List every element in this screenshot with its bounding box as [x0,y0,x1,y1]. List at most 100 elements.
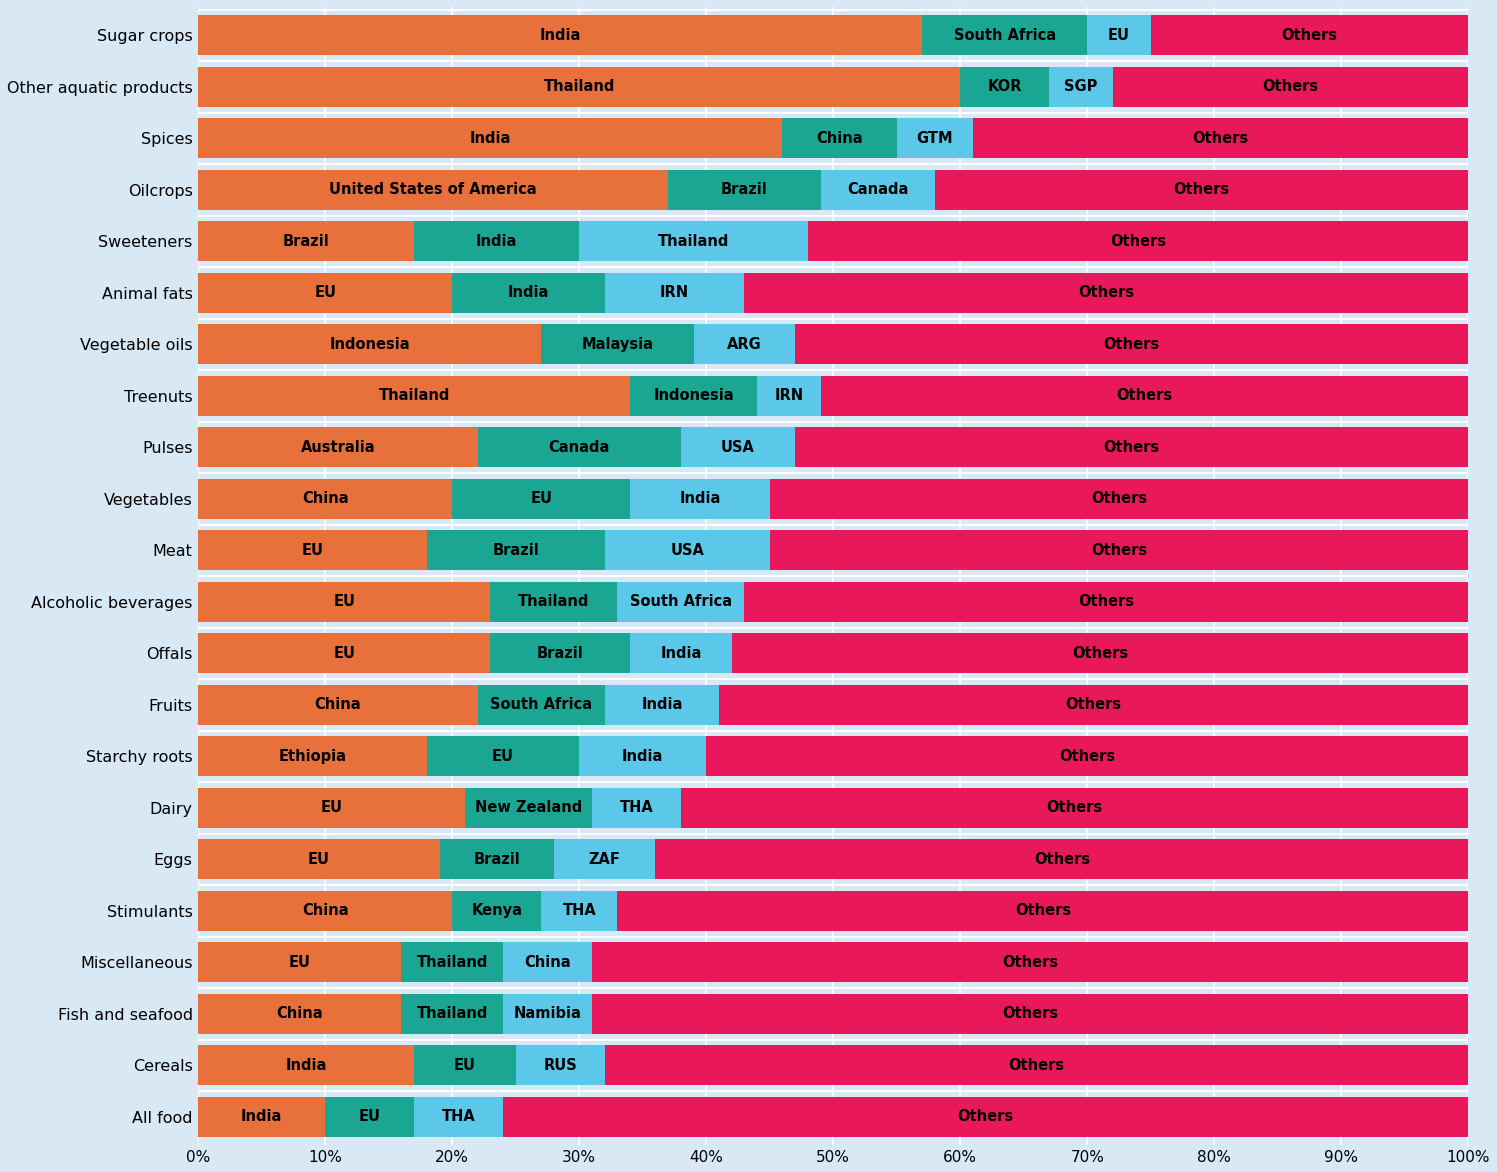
Text: New Zealand: New Zealand [475,800,582,816]
Text: SGP: SGP [1064,80,1097,94]
Text: EU: EU [530,491,552,506]
Bar [681,788,1469,827]
Bar [452,273,605,313]
Text: India: India [476,233,518,248]
Text: Brazil: Brazil [722,183,768,197]
Bar [795,428,1469,468]
Bar [198,118,783,158]
Text: Namibia: Namibia [513,1007,581,1021]
Bar [630,633,732,674]
Bar [198,633,491,674]
Bar [198,222,415,261]
Text: Thailand: Thailand [657,233,729,248]
Text: Others: Others [1078,285,1135,300]
Bar [198,376,630,416]
Bar [540,891,617,931]
Text: Brazil: Brazil [473,852,519,867]
Bar [897,118,973,158]
Bar [198,325,540,364]
Bar [478,684,605,725]
Text: Thailand: Thailand [379,388,449,403]
Text: Thailand: Thailand [416,955,488,970]
Bar [516,1045,605,1085]
Text: EU: EU [289,955,311,970]
Bar [973,118,1469,158]
Bar [427,736,579,776]
Bar [719,684,1469,725]
Bar [630,478,769,519]
Bar [198,891,452,931]
Text: Indonesia: Indonesia [329,336,410,352]
Text: Others: Others [1009,1058,1064,1072]
Bar [693,325,795,364]
Bar [415,222,579,261]
Bar [656,839,1469,879]
Bar [936,170,1469,210]
Text: IRN: IRN [774,388,804,403]
Bar [681,428,795,468]
Text: Others: Others [1001,955,1058,970]
Bar [198,581,491,622]
Text: USA: USA [722,440,754,455]
Bar [491,581,617,622]
Text: ARG: ARG [728,336,762,352]
Bar [769,478,1469,519]
Text: Brazil: Brazil [493,543,539,558]
Text: Others: Others [1072,646,1129,661]
Text: EU: EU [454,1058,476,1072]
Text: Canada: Canada [548,440,609,455]
Bar [198,478,452,519]
Bar [591,788,681,827]
Bar [427,530,605,571]
Bar [783,118,897,158]
Bar [591,994,1469,1034]
Text: China: China [277,1007,323,1021]
Text: India: India [641,697,683,713]
Text: South Africa: South Africa [490,697,593,713]
Bar [579,222,808,261]
Text: Canada: Canada [847,183,909,197]
Bar [198,839,440,879]
Text: Indonesia: Indonesia [653,388,734,403]
Text: Thailand: Thailand [416,1007,488,1021]
Text: India: India [539,28,581,42]
Bar [503,994,591,1034]
Bar [491,633,630,674]
Text: Brazil: Brazil [283,233,329,248]
Bar [605,273,744,313]
Bar [198,1045,415,1085]
Bar [478,428,681,468]
Text: South Africa: South Africa [630,594,732,609]
Bar [198,67,960,107]
Bar [744,273,1469,313]
Text: RUS: RUS [543,1058,576,1072]
Text: THA: THA [563,904,596,919]
Text: China: China [524,955,570,970]
Text: Others: Others [1078,594,1135,609]
Bar [401,994,503,1034]
Bar [707,736,1469,776]
Bar [757,376,820,416]
Text: THA: THA [620,800,653,816]
Bar [820,376,1469,416]
Text: South Africa: South Africa [954,28,1055,42]
Bar [452,478,630,519]
Text: Others: Others [1015,904,1070,919]
Text: EU: EU [493,749,513,764]
Text: China: China [302,491,349,506]
Bar [415,1045,516,1085]
Text: India: India [507,285,549,300]
Text: Thailand: Thailand [543,80,615,94]
Text: EU: EU [359,1110,380,1124]
Bar [820,170,936,210]
Text: Others: Others [1117,388,1172,403]
Text: EU: EU [314,285,337,300]
Text: Malaysia: Malaysia [581,336,653,352]
Text: EU: EU [308,852,329,867]
Text: India: India [660,646,702,661]
Bar [769,530,1469,571]
Text: India: India [286,1058,326,1072]
Bar [795,325,1469,364]
Bar [1087,15,1151,55]
Text: Others: Others [1174,183,1229,197]
